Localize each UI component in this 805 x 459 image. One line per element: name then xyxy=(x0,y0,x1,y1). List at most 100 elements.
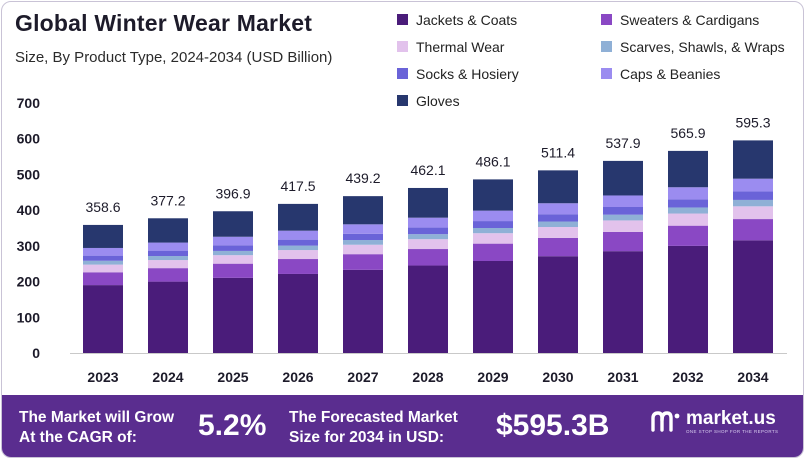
legend-swatch xyxy=(601,14,612,25)
brand-tagline: ONE STOP SHOP FOR THE REPORTS xyxy=(686,428,779,434)
bar-total-label: 595.3 xyxy=(735,114,770,130)
bar-total-label: 565.9 xyxy=(670,125,705,141)
bar-segment xyxy=(408,249,448,266)
brand-name: market.us xyxy=(686,407,776,429)
bar-segment xyxy=(83,264,123,273)
x-tick-label: 2032 xyxy=(672,369,703,385)
bar-segment xyxy=(343,240,383,245)
legend-item-sweaters-cardigans: Sweaters & Cardigans xyxy=(601,10,801,29)
y-tick-label: 0 xyxy=(32,345,40,361)
bar-segment xyxy=(213,255,253,264)
bar-segment xyxy=(278,250,318,260)
bar-segment xyxy=(83,224,123,248)
bar-segment xyxy=(343,244,383,255)
x-tick-label: 2029 xyxy=(477,369,508,385)
y-tick-label: 700 xyxy=(17,95,41,111)
bar-segment xyxy=(278,230,318,240)
bar-segment xyxy=(83,255,123,261)
bar-segment xyxy=(148,242,188,251)
bar-segment xyxy=(148,256,188,261)
bar-segment xyxy=(213,211,253,237)
bar-total-label: 396.9 xyxy=(215,185,250,201)
bar-total-label: 439.2 xyxy=(345,170,380,186)
chart-subtitle: Size, By Product Type, 2024-2034 (USD Bi… xyxy=(15,49,333,66)
bar-segment xyxy=(83,285,123,353)
legend-label: Jackets & Coats xyxy=(416,11,518,28)
bar-segment xyxy=(473,210,513,222)
legend-label: Thermal Wear xyxy=(416,38,505,55)
bar-segment xyxy=(148,281,188,353)
market-us-logo-icon xyxy=(651,411,680,432)
bar-segment xyxy=(668,225,708,246)
bar-segment xyxy=(213,236,253,246)
bar-segment xyxy=(668,199,708,208)
legend-label: Sweaters & Cardigans xyxy=(620,11,760,28)
legend-label: Gloves xyxy=(416,92,460,109)
legend: Jackets & Coats Sweaters & Cardigans The… xyxy=(397,10,802,110)
bar-segment xyxy=(473,228,513,234)
bar-segment xyxy=(733,191,773,200)
bar-segment xyxy=(213,263,253,278)
bar-segment xyxy=(408,227,448,235)
bar-segment xyxy=(408,234,448,240)
y-tick-label: 500 xyxy=(17,166,41,182)
bar-segment xyxy=(603,220,643,232)
y-tick-label: 100 xyxy=(17,309,41,325)
bar-segment xyxy=(668,213,708,226)
bar-segment xyxy=(733,140,773,179)
bar-segment xyxy=(148,218,188,243)
bar-segment xyxy=(733,178,773,192)
bar-total-label: 462.1 xyxy=(410,162,445,178)
bar-segment xyxy=(733,199,773,207)
bar-segment xyxy=(278,239,318,246)
x-tick-label: 2031 xyxy=(607,369,638,385)
bar-segment xyxy=(408,265,448,353)
bar-total-label: 358.6 xyxy=(85,199,120,215)
legend-swatch xyxy=(601,68,612,79)
legend-swatch xyxy=(397,95,408,106)
y-tick-label: 600 xyxy=(17,131,41,147)
bar-segment xyxy=(603,195,643,207)
brand-logo[interactable]: market.us ONE STOP SHOP FOR THE REPORTS xyxy=(650,408,778,434)
bar-segment xyxy=(603,214,643,221)
bar-segment xyxy=(408,239,448,250)
bar-total-label: 486.1 xyxy=(475,153,510,169)
bar-segment xyxy=(148,250,188,257)
summary-banner: The Market will Grow At the CAGR of: 5.2… xyxy=(2,395,803,457)
legend-swatch xyxy=(397,68,408,79)
legend-label: Caps & Beanies xyxy=(620,65,721,82)
cagr-value: 5.2% xyxy=(198,409,267,442)
stacked-bar-chart: 0 100 200 300 400 500 600 700 358.6 2023 377.2 2024… xyxy=(17,95,787,385)
legend-swatch xyxy=(397,41,408,52)
bar-segment xyxy=(278,273,318,353)
bar-segment xyxy=(538,203,578,215)
bar-total-label: 511.4 xyxy=(541,144,575,160)
bar-segment xyxy=(473,233,513,244)
bar-segment xyxy=(278,203,318,231)
y-tick-label: 400 xyxy=(17,202,41,218)
chart-title: Global Winter Wear Market xyxy=(15,10,313,36)
bar-segment xyxy=(473,179,513,211)
forecast-caption: The Forecasted Market Size for 2034 in U… xyxy=(289,408,458,448)
legend-label: Scarves, Shawls, & Wraps xyxy=(620,38,785,55)
forecast-caption-line2: Size for 2034 in USD: xyxy=(289,429,445,446)
cagr-caption: The Market will Grow At the CAGR of: xyxy=(19,408,174,448)
bar-segment xyxy=(213,250,253,256)
bar-segment xyxy=(473,221,513,228)
legend-label: Socks & Hosiery xyxy=(416,65,519,82)
bar-segment xyxy=(213,277,253,353)
forecast-value: $595.3B xyxy=(496,409,610,442)
legend-item-gloves: Gloves xyxy=(397,91,601,110)
bar-segment xyxy=(148,260,188,269)
bar-segment xyxy=(343,224,383,234)
bar-segment xyxy=(603,231,643,252)
bar-segment xyxy=(603,251,643,353)
bar-segment xyxy=(278,259,318,274)
bar-segment xyxy=(668,187,708,200)
x-tick-label: 2023 xyxy=(87,369,118,385)
legend-item-socks-hosiery: Socks & Hosiery xyxy=(397,64,601,83)
bar-segment xyxy=(603,160,643,196)
y-tick-label: 300 xyxy=(17,238,41,254)
bar-segment xyxy=(343,233,383,241)
